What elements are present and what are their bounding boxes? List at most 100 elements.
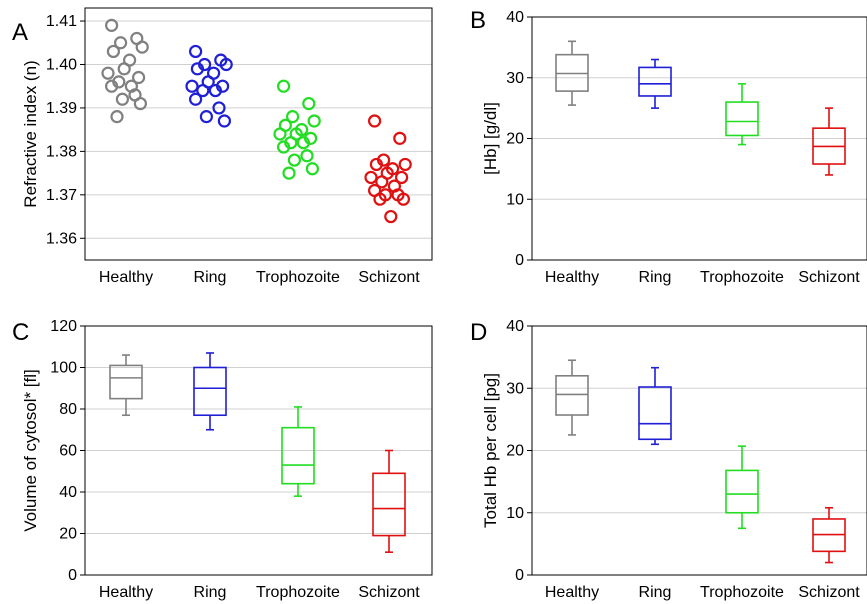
y-tick-label: 20 (506, 443, 524, 460)
scatter-point (101, 66, 115, 80)
scatter-point (286, 110, 300, 124)
y-axis-label: Volume of cytosol* [fl] (21, 369, 40, 532)
box-healthy (555, 40, 589, 106)
scatter-point (106, 44, 121, 59)
x-tick-label: Schizont (358, 269, 420, 286)
scatter-point (384, 209, 398, 224)
box-schizont (372, 449, 406, 553)
x-tick-label: Schizont (798, 584, 860, 601)
panel-d: 0 10 20 30 40 Healthy Ring Trophozoite Schizont T… (470, 318, 867, 601)
box-schizont (812, 107, 846, 176)
box-trophozoite (281, 406, 315, 497)
box-trophozoite (725, 445, 759, 530)
scatter-point (212, 101, 226, 115)
y-axis-label: Total Hb per cell [pg] (481, 373, 500, 528)
scatter-point (199, 110, 213, 124)
box-iqr (372, 472, 406, 537)
scatter-point (219, 57, 233, 72)
box-iqr (109, 364, 143, 400)
x-tick-label: Trophozoite (700, 584, 784, 601)
y-tick-label: 10 (506, 505, 524, 522)
box-iqr (193, 366, 227, 417)
y-tick-label: 60 (59, 443, 77, 460)
plot-frame (84, 325, 433, 576)
scatter-point (368, 114, 382, 128)
series-ring (185, 44, 233, 128)
box-trophozoite (725, 83, 759, 146)
box-iqr (725, 469, 759, 514)
panel-a: 1.36 1.37 1.38 1.39 1.40 1.41 Healthy Ring Troph… (12, 7, 433, 286)
y-axis-label: Refractive index (n) (21, 60, 40, 207)
x-tick-label: Trophozoite (700, 269, 784, 286)
y-tick-label: 0 (515, 567, 524, 584)
scatter-point (393, 131, 407, 145)
x-tick-label: Schizont (798, 269, 860, 286)
y-tick-label: 1.38 (46, 143, 77, 160)
y-tick-label: 1.36 (46, 230, 77, 247)
x-tick-label: Ring (194, 584, 227, 601)
scatter-point (273, 127, 287, 141)
x-tick-label: Ring (194, 269, 227, 286)
y-tick-label: 30 (506, 70, 524, 87)
scatter-point (369, 157, 383, 172)
scatter-point (208, 83, 222, 98)
scatter-point (104, 18, 119, 32)
scatter-point (185, 79, 199, 93)
scatter-point (277, 140, 291, 154)
scatter-point (133, 96, 147, 111)
y-tick-label: 30 (506, 380, 524, 397)
y-tick-label: 10 (506, 191, 524, 208)
scatter-point (282, 166, 296, 180)
scatter-point (287, 153, 301, 167)
scatter-point (375, 175, 389, 189)
scatter-point (196, 83, 210, 98)
y-tick-label: 1.37 (46, 187, 77, 204)
panel-letter: D (470, 319, 487, 346)
box-ring (193, 352, 227, 431)
panel-letter: B (470, 7, 486, 34)
x-tick-label: Healthy (545, 584, 599, 601)
box-healthy (109, 354, 143, 417)
scatter-point (398, 157, 412, 172)
y-tick-label: 40 (506, 9, 524, 26)
y-tick-label: 40 (59, 484, 77, 501)
y-axis-label: [Hb] [g/dl] (481, 102, 500, 175)
series-trophozoite (273, 79, 321, 180)
plot-frame (531, 16, 867, 261)
box-schizont (812, 506, 846, 564)
x-tick-label: Schizont (358, 584, 420, 601)
scatter-point (300, 149, 314, 163)
plot-frame (531, 325, 867, 576)
box-ring (638, 366, 672, 446)
panel-b: 0 10 20 30 40 Healthy Ring Trophozoite Schizont [… (470, 7, 867, 286)
y-tick-label: 20 (59, 526, 77, 543)
x-tick-label: Trophozoite (256, 269, 340, 286)
y-tick-label: 100 (50, 360, 77, 377)
y-tick-label: 120 (50, 318, 77, 335)
scatter-point (277, 79, 291, 93)
y-tick-label: 1.41 (46, 13, 77, 30)
y-tick-label: 40 (506, 318, 524, 335)
scatter-point (296, 136, 310, 150)
series-healthy (101, 18, 149, 124)
panel-letter: C (12, 319, 29, 346)
scatter-point (115, 92, 130, 106)
y-tick-label: 0 (68, 567, 77, 584)
x-tick-label: Ring (639, 584, 672, 601)
x-tick-label: Healthy (99, 584, 153, 601)
plot-frame (84, 7, 433, 261)
scatter-point (104, 79, 119, 93)
x-tick-label: Trophozoite (256, 584, 340, 601)
y-tick-label: 20 (506, 131, 524, 148)
scatter-point (189, 44, 203, 59)
box-iqr (281, 426, 315, 485)
panel-letter: A (12, 19, 28, 46)
box-iqr (725, 101, 759, 137)
x-tick-label: Ring (639, 269, 672, 286)
box-ring (638, 58, 672, 109)
scatter-point (189, 92, 203, 106)
panel-c: 0 20 40 60 80 100 120 Healthy Ring Trophozoite Sch… (12, 318, 433, 601)
x-tick-label: Healthy (99, 269, 153, 286)
scatter-point (113, 36, 128, 50)
